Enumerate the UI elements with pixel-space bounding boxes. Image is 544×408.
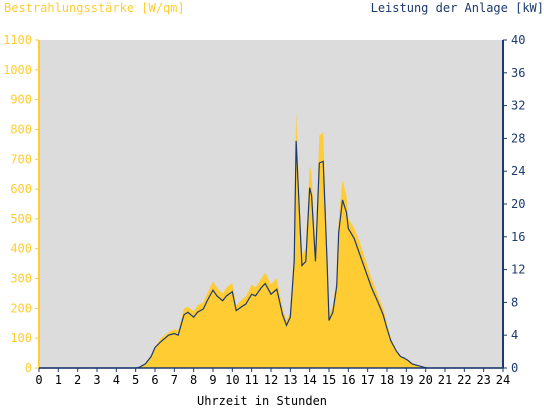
left-tick-label: 700 — [10, 152, 32, 166]
left-tick-label: 500 — [10, 212, 32, 226]
power-line — [39, 140, 503, 369]
title-left: Bestrahlungsstärke [W/qm] — [4, 1, 185, 15]
x-tick-label: 5 — [132, 373, 139, 387]
left-axis-ticks: 0 100 200 300 400 500 600 700 800 900 1000 1100 — [3, 33, 39, 375]
left-tick-label: 200 — [10, 301, 32, 315]
title-right: Leistung der Anlage [kW] — [371, 1, 544, 15]
left-tick-label: 800 — [10, 122, 32, 136]
x-tick-label: 24 — [496, 373, 510, 387]
irradiance-area — [39, 111, 503, 368]
x-tick-label: 16 — [341, 373, 355, 387]
x-tick-label: 13 — [283, 373, 297, 387]
left-tick-label: 0 — [25, 361, 32, 375]
x-tick-label: 10 — [225, 373, 239, 387]
right-tick-label: 24 — [511, 164, 525, 178]
x-tick-label: 2 — [74, 373, 81, 387]
x-tick-label: 1 — [55, 373, 62, 387]
x-tick-label: 11 — [244, 373, 258, 387]
left-tick-label: 1000 — [3, 63, 32, 77]
x-axis-label: Uhrzeit in Stunden — [197, 394, 327, 408]
left-tick-label: 100 — [10, 331, 32, 345]
left-tick-label: 1100 — [3, 33, 32, 47]
x-tick-label: 0 — [35, 373, 42, 387]
x-tick-label: 9 — [209, 373, 216, 387]
x-tick-label: 4 — [113, 373, 120, 387]
x-tick-label: 14 — [302, 373, 316, 387]
x-tick-label: 18 — [380, 373, 394, 387]
right-tick-label: 0 — [511, 361, 518, 375]
right-tick-label: 4 — [511, 328, 518, 342]
left-tick-label: 300 — [10, 272, 32, 286]
x-tick-label: 15 — [322, 373, 336, 387]
x-tick-label: 3 — [93, 373, 100, 387]
x-tick-label: 6 — [151, 373, 158, 387]
x-tick-label: 8 — [190, 373, 197, 387]
right-tick-label: 8 — [511, 295, 518, 309]
x-tick-label: 19 — [399, 373, 413, 387]
right-tick-label: 36 — [511, 66, 525, 80]
left-tick-label: 600 — [10, 182, 32, 196]
right-tick-label: 12 — [511, 263, 525, 277]
right-tick-label: 28 — [511, 131, 525, 145]
x-tick-label: 22 — [457, 373, 471, 387]
x-tick-label: 7 — [171, 373, 178, 387]
right-tick-label: 16 — [511, 230, 525, 244]
x-tick-label: 12 — [264, 373, 278, 387]
right-axis-ticks: 0 4 8 12 16 20 24 28 32 36 40 — [503, 33, 525, 375]
right-tick-label: 20 — [511, 197, 525, 211]
left-tick-label: 900 — [10, 93, 32, 107]
x-axis-ticks: 0 1 2 3 4 5 6 7 8 9 10 11 12 13 14 15 16 17 18 19 20 21 22 23 24 — [35, 368, 510, 387]
x-tick-label: 23 — [476, 373, 490, 387]
x-tick-label: 20 — [418, 373, 432, 387]
left-tick-label: 400 — [10, 242, 32, 256]
x-tick-label: 17 — [360, 373, 374, 387]
right-tick-label: 32 — [511, 99, 525, 113]
right-tick-label: 40 — [511, 33, 525, 47]
x-tick-label: 21 — [438, 373, 452, 387]
